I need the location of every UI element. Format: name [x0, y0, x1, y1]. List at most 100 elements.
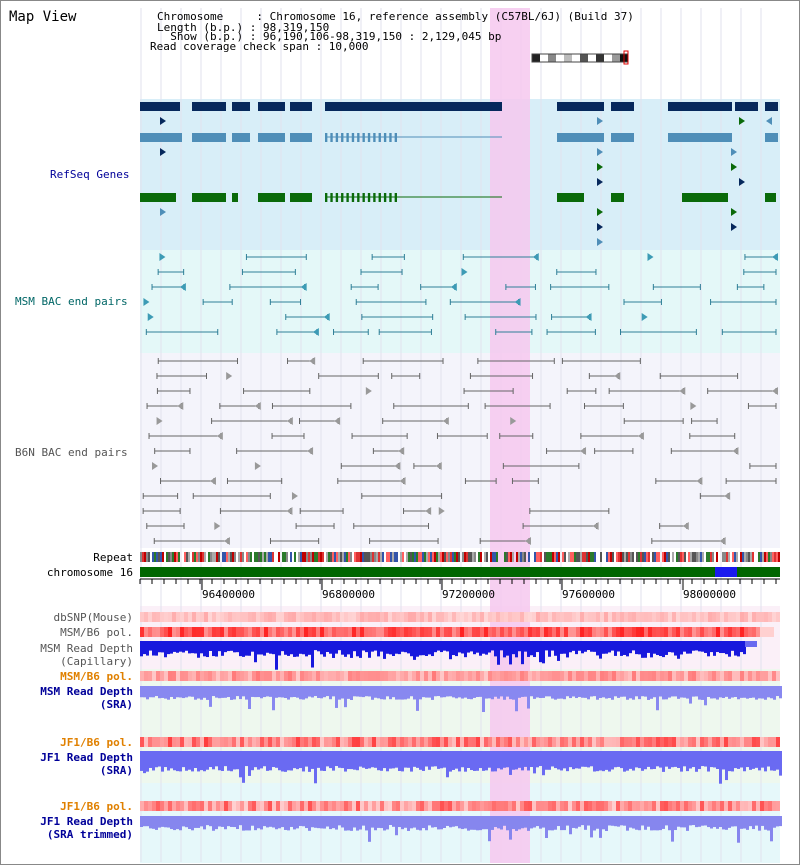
- polymorphism-cell: [244, 801, 248, 811]
- repeat-element: [458, 552, 460, 562]
- repeat-element: [282, 552, 284, 562]
- read-depth-bar: [434, 686, 437, 697]
- polymorphism-cell: [552, 612, 556, 622]
- read-depth-bar: [383, 686, 386, 700]
- polymorphism-cell: [512, 627, 516, 637]
- polymorphism-cell: [572, 737, 576, 747]
- read-depth-bar: [767, 751, 770, 767]
- track-label-b6n-bac[interactable]: B6N BAC end pairs: [15, 446, 128, 459]
- read-depth-bar: [467, 641, 470, 653]
- polymorphism-cell: [444, 612, 448, 622]
- read-depth-bar: [290, 686, 293, 698]
- gene-exon: [341, 133, 344, 142]
- read-depth-bar: [380, 816, 383, 829]
- read-depth-bar: [326, 686, 329, 697]
- read-depth-bar: [557, 751, 560, 770]
- gene-exon: [373, 133, 376, 142]
- read-depth-bar: [458, 641, 461, 653]
- read-depth-bar: [515, 816, 518, 831]
- read-depth-bar: [251, 641, 254, 652]
- polymorphism-cell: [744, 737, 748, 747]
- polymorphism-cell: [588, 737, 592, 747]
- read-depth-bar: [191, 641, 194, 654]
- gene-arrow: [394, 462, 401, 470]
- gene-exon: [362, 193, 365, 202]
- polymorphism-cell: [632, 612, 636, 622]
- read-depth-bar: [686, 641, 689, 654]
- polymorphism-cell: [148, 627, 152, 637]
- gene-arrow: [597, 117, 603, 125]
- polymorphism-cell: [496, 671, 500, 681]
- read-depth-bar: [305, 686, 308, 699]
- read-depth-bar: [440, 751, 443, 769]
- polymorphism-cell: [520, 612, 524, 622]
- polymorphism-cell: [376, 801, 380, 811]
- polymorphism-cell: [596, 627, 600, 637]
- polymorphism-cell: [508, 801, 512, 811]
- polymorphism-cell: [624, 801, 628, 811]
- read-depth-bar: [320, 686, 323, 699]
- read-depth-bar: [227, 751, 230, 771]
- repeat-element: [590, 552, 592, 562]
- read-depth-bar: [725, 641, 728, 655]
- repeat-element: [544, 552, 546, 562]
- read-depth-bar: [512, 816, 515, 830]
- read-depth-bar: [596, 641, 599, 656]
- read-depth-bar: [152, 641, 155, 656]
- read-depth-bar: [149, 641, 152, 651]
- polymorphism-cell: [308, 737, 312, 747]
- polymorphism-cell: [204, 801, 208, 811]
- repeat-element: [380, 552, 382, 562]
- polymorphism-cell: [156, 671, 160, 681]
- read-depth-bar: [533, 641, 536, 658]
- read-depth-bar: [599, 641, 602, 659]
- read-depth-bar: [443, 686, 446, 698]
- read-depth-bar: [668, 641, 671, 653]
- polymorphism-cell: [208, 627, 212, 637]
- repeat-element: [540, 552, 542, 562]
- read-depth-bar: [542, 686, 545, 698]
- repeat-element: [494, 552, 496, 562]
- repeat-element: [186, 552, 188, 562]
- read-depth-bar: [683, 816, 686, 828]
- read-depth-bar: [641, 816, 644, 826]
- polymorphism-cell: [272, 627, 276, 637]
- read-depth-bar: [620, 641, 623, 656]
- polymorphism-cell: [572, 627, 576, 637]
- track-label-refseq[interactable]: RefSeq Genes: [50, 168, 130, 181]
- read-depth-bar: [461, 816, 464, 830]
- polymorphism-cell: [448, 671, 452, 681]
- polymorphism-cell: [756, 612, 760, 622]
- read-depth-bar: [563, 751, 566, 769]
- read-depth-bar: [653, 686, 656, 698]
- read-depth-bar: [269, 686, 272, 697]
- polymorphism-cell: [504, 612, 508, 622]
- track-label-msm-bac[interactable]: MSM BAC end pairs: [15, 295, 128, 308]
- polymorphism-cell: [688, 737, 692, 747]
- read-depth-bar: [662, 816, 665, 829]
- polymorphism-cell: [696, 801, 700, 811]
- read-depth-bar: [359, 816, 362, 830]
- read-depth-bar: [263, 686, 266, 698]
- read-depth-bar: [524, 686, 527, 697]
- gene-arrow: [461, 268, 468, 276]
- polymorphism-cell: [560, 612, 564, 622]
- polymorphism-cell: [584, 627, 588, 637]
- read-depth-bar: [155, 686, 158, 697]
- read-depth-bar: [515, 686, 518, 712]
- read-depth-bar: [581, 751, 584, 767]
- polymorphism-cell: [344, 627, 348, 637]
- read-depth-bar: [488, 641, 491, 653]
- polymorphism-cell: [500, 801, 504, 811]
- read-depth-bar: [683, 751, 686, 767]
- repeat-element: [624, 552, 626, 562]
- repeat-element: [512, 552, 514, 562]
- read-depth-bar: [362, 751, 365, 768]
- read-depth-bar: [152, 751, 155, 771]
- read-depth-bar: [254, 641, 257, 663]
- polymorphism-cell: [612, 671, 616, 681]
- polymorphism-cell: [192, 737, 196, 747]
- polymorphism-cell: [616, 801, 620, 811]
- read-depth-bar: [638, 686, 641, 700]
